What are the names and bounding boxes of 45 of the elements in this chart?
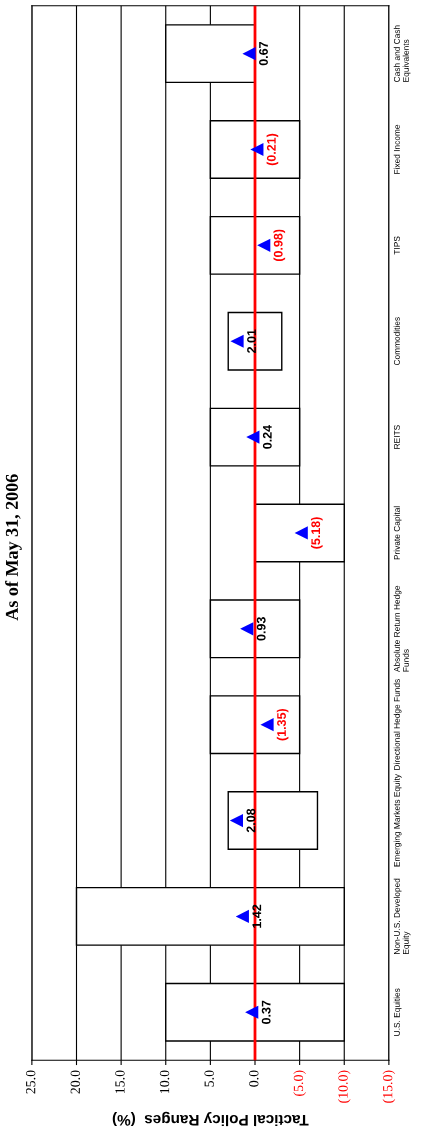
y-tick-label: Emerging Markets Equity — [393, 774, 402, 867]
data-label: (1.35) — [276, 708, 289, 741]
point — [294, 526, 308, 540]
bar — [227, 311, 283, 371]
x-axis-title: Tactical Policy Ranges (%) — [112, 1111, 309, 1127]
point — [242, 47, 256, 61]
data-label: 2.08 — [246, 808, 256, 833]
x-tick-label: (10.0) — [337, 1070, 351, 1103]
x-tick-label: 15.0 — [115, 1070, 125, 1094]
y-tick-label: U.S. Equities — [393, 988, 402, 1036]
x-tick-label: 10.0 — [159, 1070, 170, 1094]
point — [230, 334, 244, 348]
x-tick-label: 20.0 — [70, 1070, 81, 1094]
y-tick-label: Directional Hedge Funds — [393, 679, 402, 770]
y-tick-label: Commodities — [393, 317, 400, 366]
point — [245, 1005, 259, 1019]
data-label: 0.67 — [259, 42, 268, 66]
x-tick-label: 25.0 — [25, 1070, 36, 1094]
x-tick-label: 5.0 — [204, 1070, 214, 1087]
point — [235, 909, 249, 923]
point — [246, 430, 260, 444]
y-tick-label: Cash and Cash Equivalents — [393, 25, 411, 82]
point — [260, 718, 274, 732]
x-tick-label: 0.0 — [249, 1070, 259, 1087]
point — [240, 622, 254, 636]
data-label: 0.24 — [262, 424, 272, 449]
y-tick-label: Private Capital — [393, 506, 402, 560]
data-label: (0.98) — [273, 229, 286, 262]
data-label: (0.21) — [266, 133, 279, 166]
y-tick-label: Non-U.S. Developed Equity — [393, 878, 411, 954]
text: As of May 31, 2006 — [5, 474, 22, 621]
data-label: 1.42 — [252, 904, 262, 928]
data-label: 0.37 — [261, 1000, 271, 1024]
y-tick-label: TIPS — [393, 236, 400, 255]
point — [250, 142, 264, 157]
y-tick-label: Absolute Return Hedge Funds — [393, 585, 409, 673]
x-tick-label: (5.0) — [293, 1070, 306, 1096]
data-label: (5.18) — [310, 517, 323, 549]
data-label: 2.01 — [247, 329, 256, 353]
point — [229, 813, 244, 828]
point — [257, 238, 271, 252]
data-label: 0.93 — [256, 617, 266, 641]
y-tick-label: Fixed Income — [393, 124, 400, 174]
y-tick-label: REITS — [393, 425, 400, 449]
x-tick-label: (15.0) — [382, 1070, 396, 1103]
